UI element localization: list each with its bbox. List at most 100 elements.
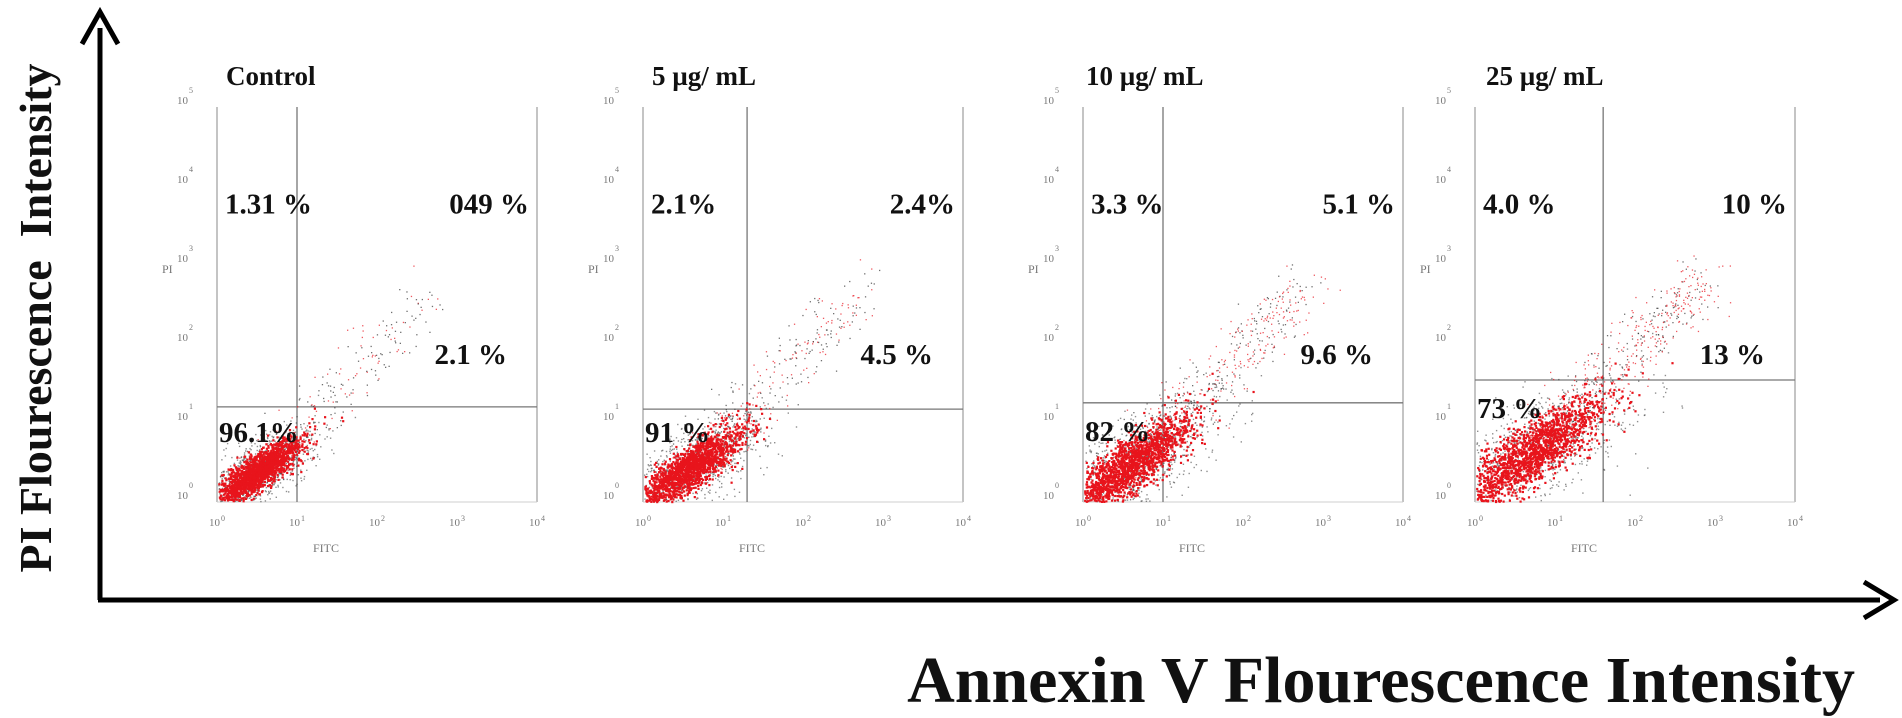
event-dot xyxy=(730,477,733,479)
event-dot xyxy=(276,462,279,465)
event-dot xyxy=(293,432,296,435)
event-dot xyxy=(711,439,714,442)
event-dot xyxy=(704,476,707,479)
event-dot xyxy=(767,445,769,447)
event-dot xyxy=(331,417,333,420)
event-dot xyxy=(760,408,763,411)
event-dot xyxy=(717,418,719,420)
event-dot xyxy=(352,327,355,329)
event-dot xyxy=(690,436,693,439)
event-dot xyxy=(300,424,302,426)
event-dot xyxy=(855,314,857,316)
event-dot xyxy=(689,485,692,487)
event-dot xyxy=(790,358,792,360)
event-dot xyxy=(374,370,377,372)
event-dot xyxy=(715,458,718,461)
event-dot xyxy=(835,308,837,310)
event-dot xyxy=(228,480,231,482)
event-dot xyxy=(239,457,241,459)
event-dot xyxy=(769,407,771,410)
event-dot xyxy=(710,435,713,439)
event-dot xyxy=(730,386,732,389)
event-dot xyxy=(262,451,264,453)
event-dot xyxy=(356,373,358,375)
event-dot xyxy=(837,318,839,320)
event-dot xyxy=(839,319,841,321)
y-tick-label: 10 xyxy=(177,95,189,107)
event-dot xyxy=(241,470,244,474)
x-tick-exponent: 0 xyxy=(647,514,651,523)
event-dot xyxy=(223,496,227,499)
event-dot xyxy=(676,448,678,450)
event-dot xyxy=(251,484,254,487)
event-dot xyxy=(727,464,730,467)
event-dot xyxy=(712,442,715,445)
event-dot xyxy=(777,453,780,455)
event-dot xyxy=(644,487,647,491)
event-dot xyxy=(314,432,316,435)
event-dot xyxy=(294,450,297,453)
event-dot xyxy=(849,324,851,326)
event-dot xyxy=(283,478,285,480)
event-dot xyxy=(668,458,672,461)
event-dot xyxy=(732,455,734,457)
event-dot xyxy=(712,441,714,443)
event-dot xyxy=(655,495,658,498)
event-dot xyxy=(724,442,727,446)
event-dot xyxy=(303,440,306,443)
event-dot xyxy=(705,443,708,446)
event-dot xyxy=(255,497,257,499)
panel-xlabel: FITC xyxy=(313,541,339,555)
event-dot xyxy=(689,432,691,434)
event-dot xyxy=(825,343,827,345)
event-dot xyxy=(246,474,249,477)
event-dot xyxy=(261,436,264,438)
event-dot xyxy=(263,459,266,462)
event-dot xyxy=(751,428,753,430)
event-dot xyxy=(282,468,285,471)
event-dot xyxy=(262,469,265,472)
event-dot xyxy=(266,434,270,437)
event-dot xyxy=(314,448,316,451)
event-dot xyxy=(699,483,702,487)
event-dot xyxy=(717,414,720,416)
event-dot xyxy=(867,285,869,287)
event-dot xyxy=(370,345,372,348)
event-dot xyxy=(717,443,720,446)
event-dot xyxy=(267,470,270,473)
event-dot xyxy=(743,432,746,435)
event-dot xyxy=(274,458,277,461)
event-dot xyxy=(264,456,267,460)
x-tick-exponent: 3 xyxy=(887,514,891,523)
event-dot xyxy=(298,444,301,447)
event-dot xyxy=(720,464,723,468)
y-tick-exponent: 0 xyxy=(189,481,193,490)
event-dot xyxy=(342,384,344,386)
event-dot xyxy=(721,436,724,439)
event-dot xyxy=(732,426,734,428)
event-dot xyxy=(698,453,701,456)
event-dot xyxy=(267,462,270,465)
event-dot xyxy=(672,461,675,464)
event-dot xyxy=(273,480,276,483)
event-dot xyxy=(647,464,649,466)
event-dot xyxy=(757,371,759,373)
event-dot xyxy=(243,496,245,498)
event-dot xyxy=(697,433,700,436)
event-dot xyxy=(731,438,733,441)
event-dot xyxy=(268,465,271,468)
event-dot xyxy=(291,452,295,455)
event-dot xyxy=(745,434,747,437)
event-dot xyxy=(734,444,738,447)
event-dot xyxy=(262,471,265,474)
event-dot xyxy=(243,477,246,480)
event-dot xyxy=(225,497,228,500)
event-dot xyxy=(281,442,284,445)
event-dot xyxy=(716,441,719,444)
event-dot xyxy=(753,434,756,438)
event-dot xyxy=(871,268,873,270)
event-dot xyxy=(292,458,295,461)
event-dot xyxy=(291,472,294,475)
event-dot xyxy=(736,470,738,472)
event-dot xyxy=(675,496,678,499)
